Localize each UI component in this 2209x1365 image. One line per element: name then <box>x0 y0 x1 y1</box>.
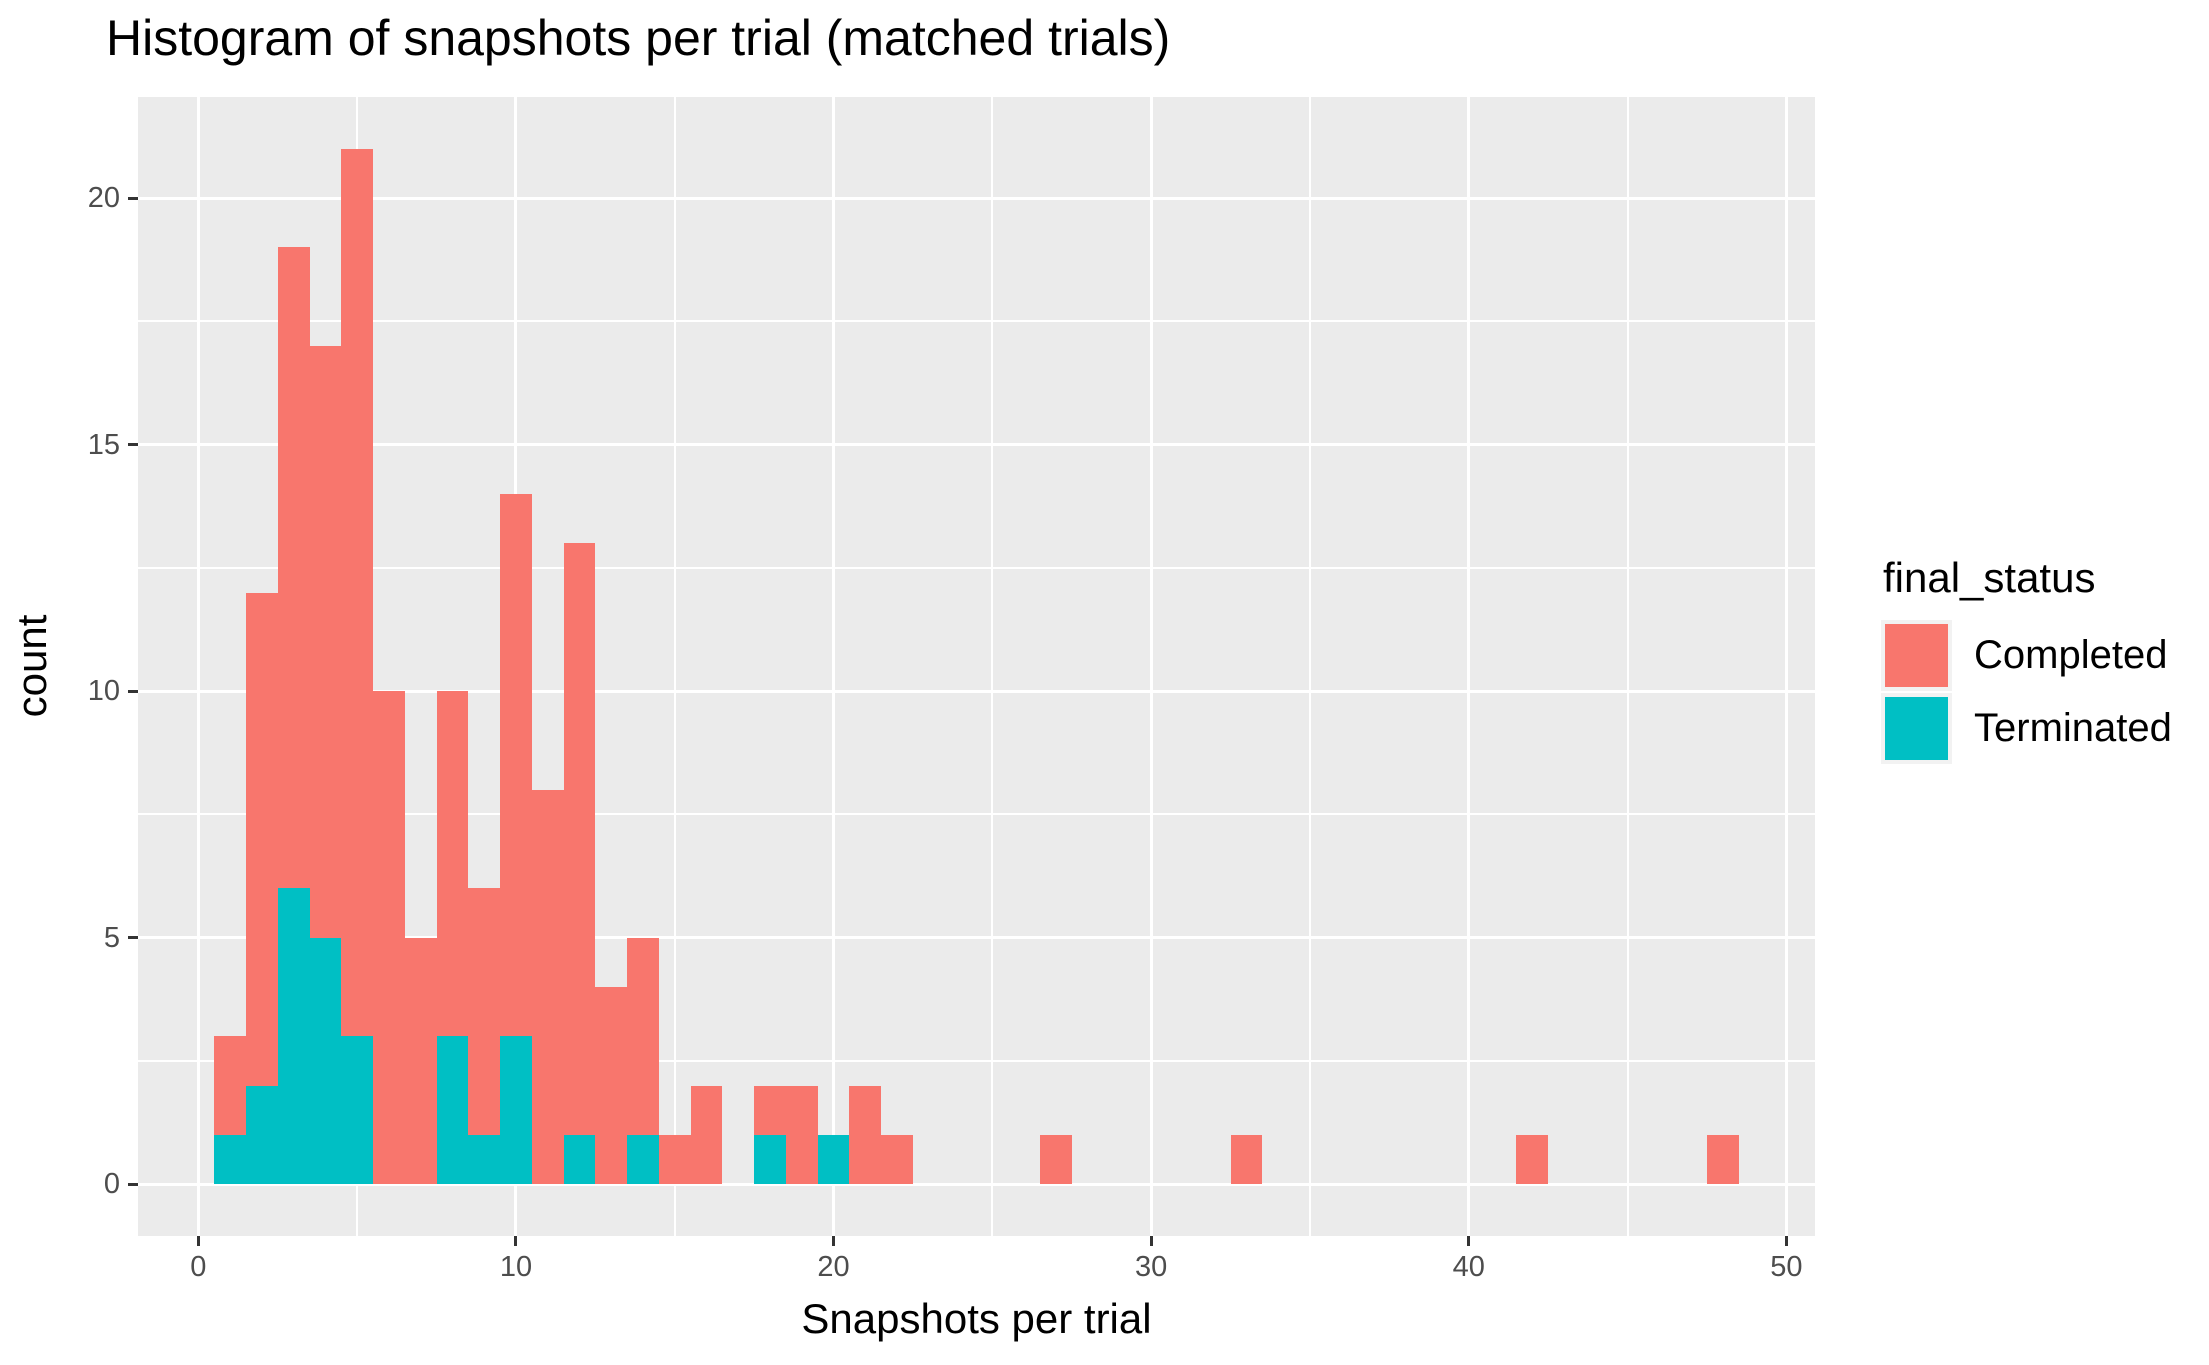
legend: final_status Completed Terminated <box>1881 552 2201 766</box>
bar-terminated <box>627 1134 659 1185</box>
major-gridline-y <box>138 1182 1815 1186</box>
legend-item: Terminated <box>1881 693 2201 764</box>
bar-completed <box>881 1134 913 1185</box>
bar-completed <box>500 493 532 1037</box>
bar-completed <box>785 1085 818 1185</box>
minor-gridline-y <box>138 566 1815 569</box>
bar-completed <box>245 592 278 1086</box>
legend-key <box>1881 693 1952 764</box>
bar-completed <box>1516 1134 1549 1185</box>
y-tick-label: 0 <box>103 1168 120 1201</box>
chart-title: Histogram of snapshots per trial (matche… <box>106 10 1171 66</box>
x-tick-mark <box>1467 1236 1471 1246</box>
major-gridline-y <box>138 196 1815 200</box>
minor-gridline-x <box>1626 97 1629 1236</box>
x-tick-mark <box>196 1236 200 1246</box>
y-tick-mark <box>128 196 138 200</box>
y-tick-label: 10 <box>87 675 120 708</box>
bar-completed <box>563 543 596 1135</box>
y-tick-label: 15 <box>87 428 120 461</box>
major-gridline-y <box>138 443 1815 447</box>
bar-terminated <box>245 1085 278 1185</box>
bar-terminated <box>563 1134 596 1185</box>
plot-panel <box>138 97 1815 1236</box>
bar-completed <box>627 937 659 1135</box>
y-tick-mark <box>128 443 138 447</box>
bar-completed <box>531 789 564 1185</box>
minor-gridline-y <box>138 1059 1815 1062</box>
legend-key <box>1881 620 1952 691</box>
major-gridline-x <box>832 97 836 1236</box>
major-gridline-y <box>138 936 1815 940</box>
legend-swatch-completed <box>1885 624 1948 687</box>
minor-gridline-x <box>991 97 994 1236</box>
bar-completed <box>341 148 374 1037</box>
bar-completed <box>595 986 628 1185</box>
bar-completed <box>404 937 437 1185</box>
bar-completed <box>436 691 469 1037</box>
minor-gridline-x <box>673 97 676 1236</box>
legend-title: final_status <box>1883 554 2096 601</box>
bar-completed <box>277 247 310 889</box>
x-tick-mark <box>832 1236 836 1246</box>
legend-swatch-terminated <box>1885 697 1948 760</box>
x-tick-label: 20 <box>817 1251 850 1283</box>
bar-completed <box>1707 1134 1739 1185</box>
bar-completed <box>754 1085 786 1135</box>
major-gridline-x <box>1784 97 1788 1236</box>
bar-terminated <box>436 1036 469 1185</box>
x-tick-mark <box>1149 1236 1153 1246</box>
bar-completed <box>1230 1134 1263 1185</box>
minor-gridline-y <box>138 813 1815 816</box>
bar-terminated <box>309 937 342 1185</box>
bar-terminated <box>341 1036 374 1185</box>
x-tick-mark <box>1784 1236 1788 1246</box>
bar-completed <box>468 888 501 1135</box>
x-tick-label: 0 <box>190 1251 207 1283</box>
x-axis-labels: 0 10 20 30 40 50 <box>138 1250 1815 1286</box>
bar-completed <box>658 1134 691 1185</box>
x-axis-title: Snapshots per trial <box>801 1295 1152 1342</box>
bar-completed <box>373 691 405 1185</box>
y-tick-label: 20 <box>87 182 120 215</box>
bar-terminated <box>214 1134 246 1185</box>
legend-label-completed: Completed <box>1974 633 2168 677</box>
bar-terminated <box>754 1134 786 1185</box>
bar-completed <box>214 1036 246 1135</box>
legend-item: Completed <box>1881 620 2201 691</box>
bar-completed <box>690 1085 723 1185</box>
bar-completed <box>849 1085 882 1185</box>
major-gridline-x <box>1149 97 1153 1236</box>
major-gridline-x <box>1467 97 1471 1236</box>
legend-label-terminated: Terminated <box>1974 706 2172 750</box>
bar-completed <box>309 346 342 938</box>
y-tick-mark <box>128 689 138 693</box>
x-axis <box>138 1236 1815 1246</box>
y-tick-label: 5 <box>103 921 120 954</box>
bar-terminated <box>500 1036 532 1185</box>
bar-terminated <box>277 888 310 1185</box>
y-axis <box>128 97 138 1236</box>
y-tick-mark <box>128 1182 138 1186</box>
x-tick-label: 10 <box>499 1251 533 1283</box>
y-tick-mark <box>128 936 138 940</box>
bar-completed <box>1040 1134 1072 1185</box>
x-tick-label: 30 <box>1135 1251 1168 1283</box>
x-tick-label: 50 <box>1770 1251 1803 1283</box>
y-axis-labels: 0 5 10 15 20 <box>20 97 120 1236</box>
minor-gridline-x <box>1308 97 1311 1236</box>
minor-gridline-y <box>138 320 1815 323</box>
x-tick-label: 40 <box>1452 1251 1485 1283</box>
x-tick-mark <box>514 1236 518 1246</box>
bar-terminated <box>468 1134 501 1185</box>
bar-terminated <box>817 1134 850 1185</box>
major-gridline-x <box>196 97 200 1236</box>
legend-items: Completed Terminated <box>1881 620 2201 764</box>
major-gridline-y <box>138 689 1815 693</box>
